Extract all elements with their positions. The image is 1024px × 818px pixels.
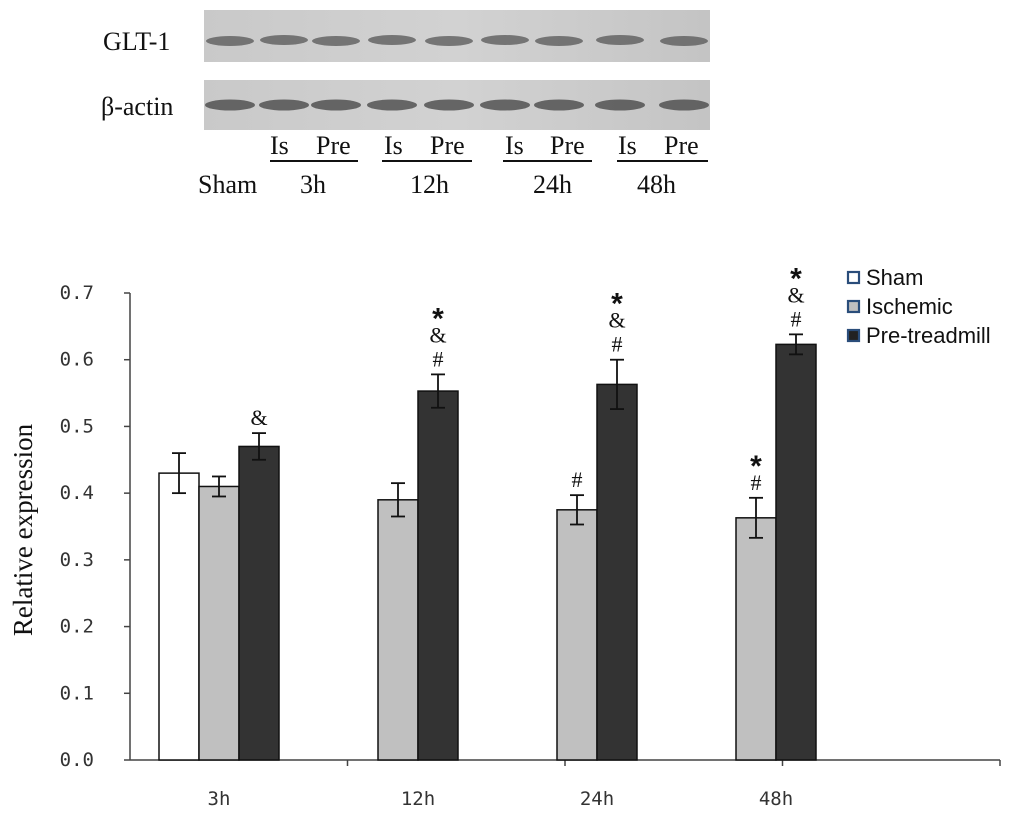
x-tick-label-24h: 24h — [580, 788, 614, 810]
bar-pre-treadmill-3h — [238, 445, 280, 761]
significance-mark: # — [572, 467, 583, 492]
bar-ischemic-3h — [198, 485, 240, 761]
glt1-band — [535, 36, 583, 46]
legend-swatch-pre-treadmill — [846, 328, 861, 343]
lane-label-sham: Sham — [198, 170, 257, 199]
lane-label-is-3h: Is — [270, 131, 289, 160]
group-label-12h: 12h — [410, 170, 449, 199]
y-axis-title: Relative expression — [8, 423, 38, 636]
legend-label-ischemic: Ischemic — [866, 294, 953, 319]
legend-swatch-sham — [846, 270, 861, 285]
y-tick-label: 0.4 — [60, 482, 94, 504]
significance-mark: # — [433, 346, 444, 371]
group-label-48h: 48h — [637, 170, 676, 199]
significance-mark: * — [750, 450, 762, 483]
group-label-3h: 3h — [300, 170, 326, 199]
y-tick-label: 0.6 — [60, 349, 94, 371]
significance-mark: # — [751, 470, 762, 495]
bar-sham-3h — [158, 472, 200, 761]
lane-label-pre-3h: Pre — [316, 131, 351, 160]
significance-mark: & — [608, 308, 625, 333]
y-tick-label: 0.3 — [60, 549, 94, 571]
actin-band — [311, 99, 361, 111]
glt1-band — [206, 36, 254, 46]
glt1-band — [312, 36, 360, 46]
glt1-band — [425, 36, 473, 46]
actin-bands — [205, 99, 709, 111]
actin-band — [534, 99, 584, 111]
x-tick-label-48h: 48h — [759, 788, 793, 810]
y-tick-label: 0.0 — [60, 749, 94, 771]
lane-label-is-48h: Is — [618, 131, 637, 160]
actin-band — [424, 99, 474, 111]
glt1-band — [260, 35, 308, 45]
lane-label-is-24h: Is — [505, 131, 524, 160]
actin-band — [480, 99, 530, 111]
x-tick-label-12h: 12h — [401, 788, 435, 810]
significance-mark: * — [790, 262, 802, 295]
significance-mark: * — [611, 288, 623, 321]
group-label-24h: 24h — [533, 170, 572, 199]
chart-tick-labels: 0.0 0.1 0.2 0.3 0.4 0.5 0.6 0.7 3h 12h 24h 48h — [60, 282, 793, 810]
significance-mark: & — [429, 322, 446, 347]
significance-mark: # — [791, 306, 802, 331]
glt1-band — [481, 35, 529, 45]
actin-band — [367, 99, 417, 111]
western-blot-panel: GLT-1 β-actin Is Pre Is Pre Is Pre Is Pr… — [101, 10, 710, 199]
y-tick-label: 0.2 — [60, 616, 94, 638]
y-tick-label: 0.5 — [60, 415, 94, 437]
legend-swatch-ischemic — [846, 299, 861, 314]
legend-label-pre-treadmill: Pre-treadmill — [866, 323, 991, 348]
actin-row-label: β-actin — [101, 92, 173, 121]
actin-band — [259, 99, 309, 111]
bar-pre-treadmill-48h — [775, 343, 817, 761]
lane-label-pre-48h: Pre — [664, 131, 699, 160]
actin-band — [595, 99, 645, 111]
bar-ischemic-24h — [556, 509, 598, 761]
actin-band — [205, 99, 255, 111]
significance-mark: & — [787, 282, 804, 307]
x-tick-label-3h: 3h — [208, 788, 231, 810]
glt1-bands — [206, 35, 708, 46]
actin-band — [659, 99, 709, 111]
y-tick-label: 0.1 — [60, 682, 94, 704]
chart-annotations: &#&*##&*#*#&* — [250, 262, 804, 494]
bar-ischemic-48h — [735, 517, 777, 761]
bar-pre-treadmill-12h — [417, 390, 459, 761]
chart-legend: Sham Ischemic Pre-treadmill — [846, 265, 991, 348]
y-tick-label: 0.7 — [60, 282, 94, 304]
glt1-band — [596, 35, 644, 45]
significance-mark: # — [612, 332, 623, 357]
significance-mark: * — [432, 302, 444, 335]
legend-label-sham: Sham — [866, 265, 923, 290]
significance-mark: & — [250, 405, 267, 430]
lane-label-is-12h: Is — [384, 131, 403, 160]
chart-error-bars — [172, 333, 803, 539]
glt1-row-label: GLT-1 — [103, 27, 170, 56]
lane-label-pre-12h: Pre — [430, 131, 465, 160]
glt1-band — [660, 36, 708, 46]
bar-ischemic-12h — [377, 499, 419, 761]
glt1-band — [368, 35, 416, 45]
lane-label-pre-24h: Pre — [550, 131, 585, 160]
bar-pre-treadmill-24h — [596, 383, 638, 761]
